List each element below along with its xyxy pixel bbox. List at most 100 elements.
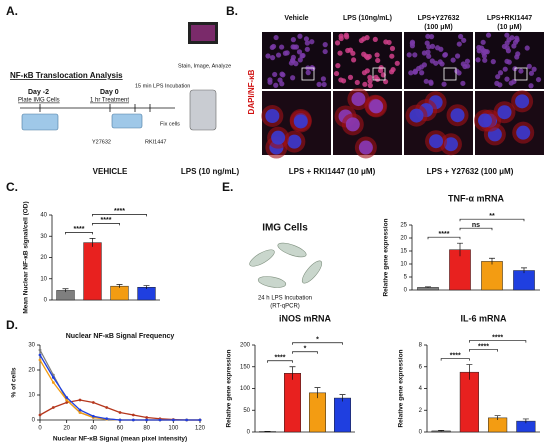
point bbox=[171, 418, 175, 422]
y-tick-label: 0 bbox=[247, 430, 251, 436]
bar bbox=[334, 397, 351, 433]
error-bar bbox=[116, 284, 123, 288]
y-tick-label: 8 bbox=[419, 343, 423, 349]
significance-bracket bbox=[440, 358, 470, 361]
cell bbox=[383, 39, 389, 45]
cell bbox=[272, 71, 278, 78]
significance-bracket bbox=[65, 232, 93, 235]
cell bbox=[494, 80, 500, 86]
legend-entry: LPS (10 ng/mL) bbox=[181, 167, 240, 176]
point bbox=[118, 411, 122, 414]
cell bbox=[304, 46, 310, 52]
cell bbox=[456, 70, 462, 76]
error-bar bbox=[289, 366, 296, 380]
significance-label: **** bbox=[275, 355, 286, 362]
cell bbox=[425, 49, 431, 55]
point bbox=[78, 411, 82, 414]
y-axis-label: Relative gene expression bbox=[398, 349, 405, 427]
significance-label: **** bbox=[74, 226, 85, 233]
significance-label: **** bbox=[492, 334, 503, 341]
nucleus bbox=[409, 108, 424, 123]
series-line bbox=[39, 399, 200, 421]
cell bbox=[322, 48, 328, 55]
zoom-box bbox=[372, 67, 386, 81]
cell bbox=[322, 42, 328, 48]
significance-bracket bbox=[92, 223, 120, 226]
cell bbox=[528, 83, 534, 89]
cell bbox=[464, 63, 471, 69]
x-tick-label: 20 bbox=[63, 426, 70, 432]
cell bbox=[502, 66, 508, 72]
point bbox=[78, 398, 82, 402]
legend: VEHICLE LPS (10 ng/mL) LPS + RKI1447 (10 μ… bbox=[93, 167, 514, 176]
significance-bracket bbox=[92, 214, 147, 217]
nucleus bbox=[345, 117, 360, 132]
schematic-title: NF-κB Translocation Analysis bbox=[10, 71, 123, 80]
y-tick-label: 200 bbox=[240, 343, 251, 349]
zoom-box bbox=[301, 67, 315, 81]
series-line bbox=[39, 349, 200, 421]
bar bbox=[83, 242, 102, 301]
point bbox=[51, 376, 55, 379]
nucleus bbox=[369, 99, 384, 114]
timeline-step: Stain, Image, Analyze bbox=[178, 63, 231, 69]
chart-title: Nuclear NF-κB Signal Frequency bbox=[66, 333, 175, 340]
error-bar bbox=[314, 387, 321, 399]
y-axis-label: Relative gene expression bbox=[383, 218, 390, 296]
cell bbox=[267, 79, 273, 85]
y-tick-label: 15 bbox=[400, 249, 407, 255]
cell bbox=[419, 70, 425, 76]
cell bbox=[528, 70, 535, 76]
x-tick-label: 100 bbox=[168, 426, 179, 432]
cell bbox=[514, 35, 520, 41]
nucleus bbox=[429, 134, 444, 149]
cell bbox=[265, 53, 271, 59]
nucleus bbox=[478, 113, 493, 128]
column-label: LPS (10ng/mL) bbox=[343, 15, 392, 22]
cell bbox=[490, 59, 496, 65]
cell bbox=[305, 69, 311, 76]
drug-label: RKI1447 bbox=[145, 139, 166, 145]
nucleus bbox=[293, 114, 308, 129]
significance-label: **** bbox=[478, 343, 489, 350]
error-bar bbox=[489, 257, 495, 265]
legend-entry: LPS + RKI1447 (10 μM) bbox=[289, 167, 376, 176]
microscope bbox=[189, 89, 217, 131]
point bbox=[38, 358, 42, 362]
chart-title: TNF-α mRNA bbox=[448, 193, 505, 203]
cell bbox=[412, 68, 418, 74]
cell bbox=[454, 53, 461, 59]
point bbox=[105, 406, 109, 409]
x-tick-label: 60 bbox=[117, 426, 124, 432]
cell bbox=[482, 57, 488, 63]
cell bbox=[389, 53, 395, 59]
cell bbox=[495, 74, 501, 80]
cell bbox=[335, 63, 341, 69]
point bbox=[105, 417, 109, 421]
cell bbox=[372, 36, 378, 43]
cell bbox=[442, 51, 449, 58]
cell bbox=[296, 49, 303, 55]
cell bbox=[378, 64, 384, 71]
y-tick-label: 50 bbox=[243, 408, 250, 414]
legend-entry: LPS + Y27632 (100 μM) bbox=[427, 167, 514, 176]
significance-label: **** bbox=[114, 208, 125, 215]
significance-bracket bbox=[292, 351, 318, 354]
point bbox=[65, 398, 69, 402]
cell bbox=[375, 57, 381, 64]
cell bbox=[408, 70, 414, 76]
nucleus bbox=[265, 108, 280, 123]
cell bbox=[290, 75, 296, 81]
error-bar bbox=[522, 418, 529, 424]
cell bbox=[290, 36, 296, 43]
cell bbox=[374, 52, 380, 58]
cell bbox=[504, 76, 510, 82]
cell bbox=[426, 53, 432, 59]
error-bar bbox=[425, 286, 431, 288]
cell bbox=[464, 58, 471, 64]
significance-label: **** bbox=[450, 352, 461, 359]
panel-letter: D. bbox=[6, 318, 18, 332]
bar bbox=[309, 392, 326, 433]
significance-bracket bbox=[459, 218, 525, 222]
x-axis-label: Nuclear NF-κB Signal (mean pixel intensi… bbox=[53, 436, 187, 443]
